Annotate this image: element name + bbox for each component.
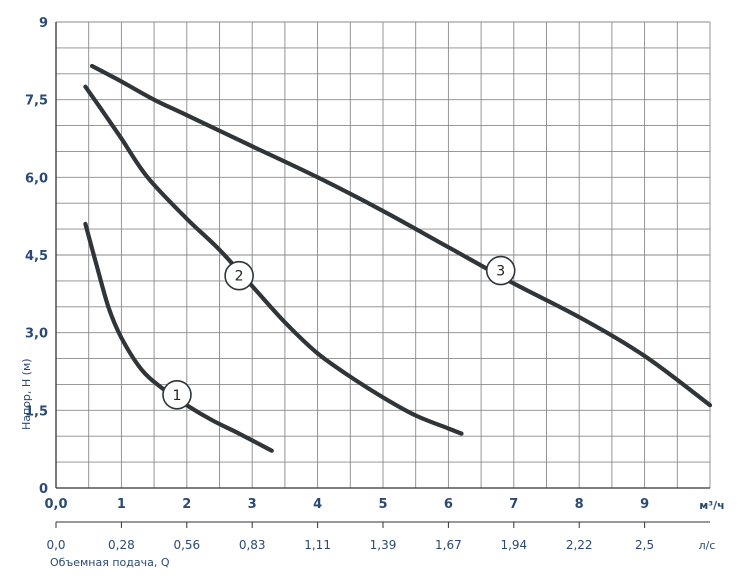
x2-axis-unit: л/с: [699, 539, 716, 552]
curve-label-1: 1: [173, 388, 182, 404]
x-tick-label: 4: [313, 497, 322, 512]
y-tick-label: 7,5: [25, 94, 48, 109]
x2-tick-label: 0,83: [239, 538, 266, 552]
curve-label-circle: [485, 255, 516, 286]
curve-label-2: 2: [235, 269, 244, 285]
x-tick-label: 2: [182, 497, 191, 512]
pump-curves: [83, 63, 713, 453]
x2-tick-label: 1,94: [500, 538, 527, 552]
x-axis-unit: м³/ч: [699, 499, 724, 512]
x-tick-label: 5: [378, 497, 387, 512]
x2-tick-label: 2,22: [566, 538, 593, 552]
y-tick-label: 4,5: [25, 249, 48, 264]
x-tick-label: 1: [117, 497, 126, 512]
curve-series-2: [83, 84, 464, 436]
x2-tick-labels: 0,0 0,28 0,56 0,83 1,11 1,39 1,67 1,94 2,22 2,5: [46, 538, 654, 552]
y-tick-label: 0: [39, 482, 48, 497]
x2-tick-label: 1,67: [435, 538, 462, 552]
x-tick-label: 3: [248, 497, 257, 512]
x-tick-label: 7: [509, 497, 518, 512]
x2-tick-label: 1,11: [304, 538, 331, 552]
curve-markers: 1 2 3: [162, 255, 516, 410]
y-tick-label: 9: [39, 16, 48, 31]
x2-tick-label: 2,5: [635, 538, 654, 552]
x-tick-label: 8: [575, 497, 584, 512]
curve-label-circle: [224, 260, 254, 291]
y-tick-label: 6,0: [25, 171, 48, 186]
curve-series-1: [83, 221, 274, 453]
y-tick-label: 1,5: [25, 404, 48, 419]
curve-series-3: [89, 63, 713, 408]
x-tick-label: 9: [640, 497, 649, 512]
x2-tick-label: 0,28: [108, 538, 135, 552]
y-tick-labels: 0 1,5 3,0 4,5 6,0 7,5 9: [25, 16, 48, 497]
chart-grid: [55, 21, 711, 489]
x2-tick-label: 1,39: [370, 538, 397, 552]
x-tick-labels: 0,0 1 2 3 4 5 6 7 8 9: [44, 497, 649, 512]
curve-label-circle: [162, 379, 192, 410]
y-tick-label: 3,0: [25, 327, 48, 342]
chart-axes: [55, 22, 710, 528]
x2-tick-label: 0,56: [173, 538, 200, 552]
y-axis-label: Напор, H (м): [20, 358, 33, 430]
x2-tick-label: 0,0: [46, 538, 65, 552]
x-tick-label: 6: [444, 497, 453, 512]
curve-label-3: 3: [496, 264, 505, 280]
x-tick-label: 0,0: [44, 497, 67, 512]
x-axis-label: Объемная подача, Q: [50, 556, 170, 569]
